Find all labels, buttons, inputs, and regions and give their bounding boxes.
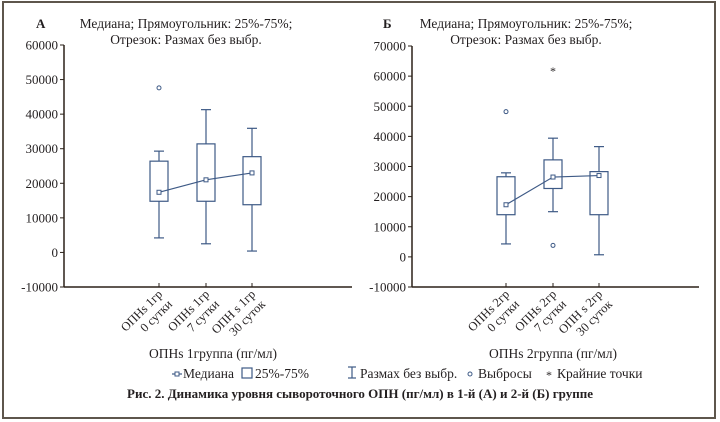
- legend-label: Выбросы: [478, 366, 532, 381]
- iqr-box: [149, 160, 169, 202]
- panel-label: А: [36, 16, 46, 31]
- y-tick-label: -10000: [21, 280, 58, 295]
- y-tick-label: 70000: [374, 39, 407, 54]
- iqr-box: [543, 159, 563, 190]
- x-axis-label: ОПНs 1группа (пг/мл): [149, 346, 277, 361]
- legend-item: Медиана: [172, 366, 234, 381]
- legend: Медиана 25%-75% Размах без выбр. Выбросы * Кр…: [172, 366, 642, 382]
- outlier-point: [503, 109, 509, 115]
- iqr-box: [196, 143, 216, 202]
- box-plot-group: *: [543, 64, 563, 248]
- x-axis-label: ОПНs 2группа (пг/мл): [489, 346, 617, 361]
- box-plot-group: [149, 85, 169, 239]
- extreme-point: *: [550, 64, 556, 78]
- legend-label: Размах без выбр.: [360, 366, 457, 381]
- outlier-point: [550, 242, 556, 248]
- y-tick-label: 50000: [374, 99, 407, 114]
- y-tick-label: 60000: [26, 38, 59, 53]
- y-tick-label: 0: [52, 245, 59, 260]
- box-plot-group: [589, 146, 609, 256]
- legend-outlier-icon: [467, 371, 473, 377]
- chart-title-line: Отрезок: Размах без выбр.: [110, 32, 262, 47]
- legend-box-icon: [241, 367, 253, 379]
- panel-b: Б Медиана; Прямоугольник: 25%-75%;Отрезок…: [369, 16, 699, 361]
- y-tick-label: 50000: [26, 72, 59, 87]
- legend-item: 25%-75%: [241, 366, 309, 381]
- y-tick-label: 30000: [26, 141, 59, 156]
- figure-caption: Рис. 2. Динамика уровня сывороточного ОП…: [127, 386, 593, 401]
- y-tick-label: 60000: [374, 69, 407, 84]
- median-marker: [503, 202, 509, 208]
- box-plot-group: [496, 109, 516, 245]
- y-tick-label: 10000: [26, 210, 59, 225]
- iqr-box: [589, 171, 609, 216]
- outlier-point: [156, 85, 162, 91]
- chart-title-line: Медиана; Прямоугольник: 25%-75%;: [80, 16, 293, 31]
- median-marker: [596, 173, 602, 179]
- panel-label: Б: [383, 16, 392, 31]
- panel-a: А Медиана; Прямоугольник: 25%-75%;Отрезок…: [21, 16, 352, 361]
- legend-label: Медиана: [183, 366, 234, 381]
- legend-label: 25%-75%: [255, 366, 309, 381]
- legend-median-marker-icon: [174, 371, 180, 377]
- y-tick-label: 10000: [374, 219, 407, 234]
- legend-item: Размах без выбр.: [348, 366, 457, 381]
- median-marker: [249, 170, 255, 176]
- median-marker: [550, 174, 556, 180]
- chart-title-line: Медиана; Прямоугольник: 25%-75%;: [420, 16, 633, 31]
- median-marker: [203, 177, 209, 183]
- chart-title-line: Отрезок: Размах без выбр.: [450, 32, 602, 47]
- legend-extreme-icon: *: [546, 368, 552, 382]
- y-tick-label: 20000: [374, 189, 407, 204]
- legend-item: Выбросы: [467, 366, 532, 381]
- iqr-box: [242, 156, 262, 206]
- y-tick-label: -10000: [369, 280, 406, 295]
- legend-item: * Крайние точки: [546, 366, 642, 382]
- box-plot-group: [242, 127, 262, 252]
- y-tick-label: 40000: [26, 107, 59, 122]
- median-marker: [156, 189, 162, 195]
- y-tick-label: 0: [400, 249, 407, 264]
- y-tick-label: 40000: [374, 129, 407, 144]
- box-plot-group: [196, 109, 216, 245]
- legend-label: Крайние точки: [557, 366, 642, 381]
- y-tick-label: 30000: [374, 159, 407, 174]
- iqr-box: [496, 176, 516, 216]
- y-tick-label: 20000: [26, 176, 59, 191]
